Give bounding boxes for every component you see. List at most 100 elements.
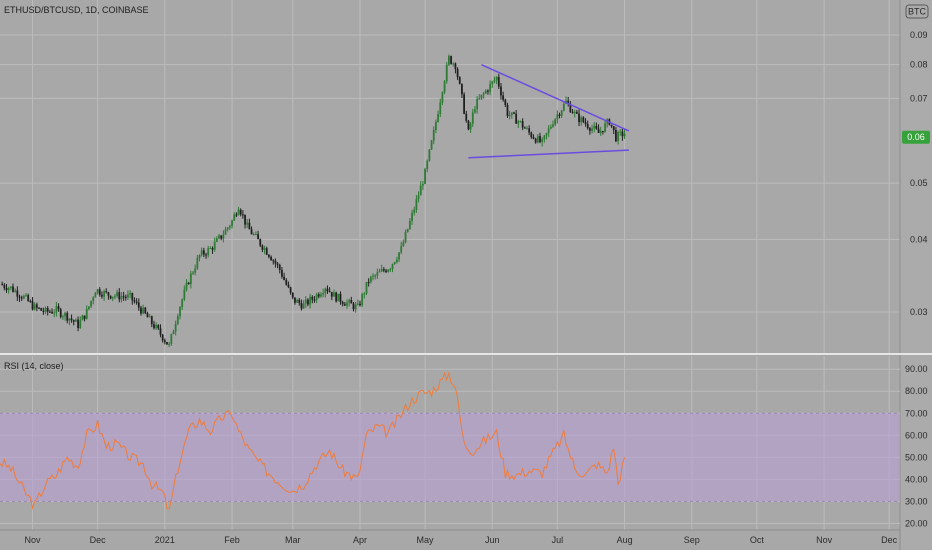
candle-up xyxy=(471,108,474,127)
candlestick-series xyxy=(1,54,626,347)
candle-up xyxy=(207,245,210,258)
candle-down xyxy=(153,320,155,330)
candle-body xyxy=(137,302,140,308)
candle-down xyxy=(157,324,160,330)
candle-down xyxy=(146,311,149,318)
candle-body xyxy=(539,136,541,143)
candle-body xyxy=(42,310,45,312)
candle-body xyxy=(554,119,557,125)
rsi-tick-label: 70.00 xyxy=(905,408,928,418)
candle-body xyxy=(278,264,281,270)
candle-up xyxy=(445,62,448,84)
candle-body xyxy=(148,316,151,318)
candle-body xyxy=(435,121,437,130)
candle-body xyxy=(233,214,236,221)
candle-down xyxy=(241,210,244,219)
candle-up xyxy=(218,233,220,240)
candle-down xyxy=(513,111,515,115)
candle-body xyxy=(398,252,400,260)
candle-body xyxy=(593,125,596,129)
candle-body xyxy=(541,139,544,143)
candle-body xyxy=(159,328,162,335)
time-tick-label: Jun xyxy=(485,535,500,545)
candle-body xyxy=(244,214,246,225)
price-axis-background xyxy=(900,0,932,550)
candle-up xyxy=(96,288,99,295)
candle-body xyxy=(526,128,528,130)
candle-up xyxy=(176,313,179,326)
candle-down xyxy=(51,308,53,314)
candle-body xyxy=(465,113,468,121)
candle-up xyxy=(428,149,431,162)
candle-body xyxy=(51,311,53,314)
candle-body xyxy=(378,271,381,273)
candle-body xyxy=(116,292,119,296)
candle-body xyxy=(484,90,487,94)
candle-body xyxy=(3,284,6,288)
last-price-badge: 0.06 xyxy=(902,130,930,144)
candle-up xyxy=(189,270,192,289)
time-axis-labels[interactable]: Nov Dec 2021 Feb Mar Apr May Jun Jul Aug Sep Oct Nov… xyxy=(25,535,898,545)
candle-body xyxy=(215,238,218,242)
candle-up xyxy=(387,268,390,273)
candle-up xyxy=(617,130,619,145)
candle-up xyxy=(526,126,528,130)
time-tick-label: Sep xyxy=(684,535,700,545)
price-axis-labels[interactable]: 0.09 0.08 0.07 0.05 0.04 0.03 xyxy=(910,30,928,317)
candle-up xyxy=(432,126,435,145)
candle-body xyxy=(430,140,433,150)
candle-body xyxy=(335,292,338,302)
candle-body xyxy=(432,129,435,141)
currency-badge[interactable]: BTC xyxy=(905,4,929,19)
candle-body xyxy=(77,319,79,328)
candle-body xyxy=(272,260,275,262)
candle-body xyxy=(298,299,301,304)
rsi-axis-labels[interactable]: 90.00 80.00 70.00 60.00 50.00 40.00 30.00 20.00 xyxy=(905,364,928,528)
trendline-upper xyxy=(481,63,630,132)
candle-up xyxy=(174,320,177,336)
candle-body xyxy=(467,120,470,130)
candle-down xyxy=(521,118,524,131)
candle-up xyxy=(309,293,312,309)
candle-up xyxy=(142,304,145,315)
candle-up xyxy=(489,80,492,96)
candle-down xyxy=(27,293,30,302)
candle-body xyxy=(523,127,526,129)
price-tick-label: 0.08 xyxy=(910,60,928,70)
candle-up xyxy=(315,292,318,304)
candle-body xyxy=(296,299,299,303)
candle-body xyxy=(114,295,116,297)
candle-body xyxy=(98,289,101,295)
candle-down xyxy=(46,306,49,316)
candle-body xyxy=(14,290,17,292)
rsi-title[interactable]: RSI (14, close) xyxy=(4,361,64,371)
candle-down xyxy=(530,131,533,139)
rsi-tick-label: 90.00 xyxy=(905,364,928,374)
candle-body xyxy=(224,229,227,235)
candle-up xyxy=(376,268,379,279)
candle-up xyxy=(623,129,626,139)
candle-body xyxy=(291,292,294,298)
candle-down xyxy=(558,112,561,119)
price-tick-label: 0.07 xyxy=(910,93,928,103)
candle-up xyxy=(53,309,56,318)
candle-body xyxy=(361,294,364,306)
candle-body xyxy=(428,149,431,161)
candle-body xyxy=(497,77,500,87)
candle-body xyxy=(259,239,262,246)
candle-up xyxy=(560,109,563,118)
candle-down xyxy=(595,122,598,130)
candle-up xyxy=(552,120,554,128)
candle-down xyxy=(532,134,535,140)
candle-up xyxy=(9,286,12,291)
candle-body xyxy=(239,209,242,215)
time-tick-label: 2021 xyxy=(155,535,175,545)
candle-down xyxy=(287,281,290,289)
candle-body xyxy=(304,299,307,304)
candle-body xyxy=(389,268,392,270)
candle-body xyxy=(48,311,51,313)
candle-body xyxy=(207,248,210,256)
symbol-title[interactable]: ETHUSD/BTCUSD, 1D, COINBASE xyxy=(4,5,149,15)
candle-down xyxy=(35,302,38,312)
candle-up xyxy=(44,306,47,314)
